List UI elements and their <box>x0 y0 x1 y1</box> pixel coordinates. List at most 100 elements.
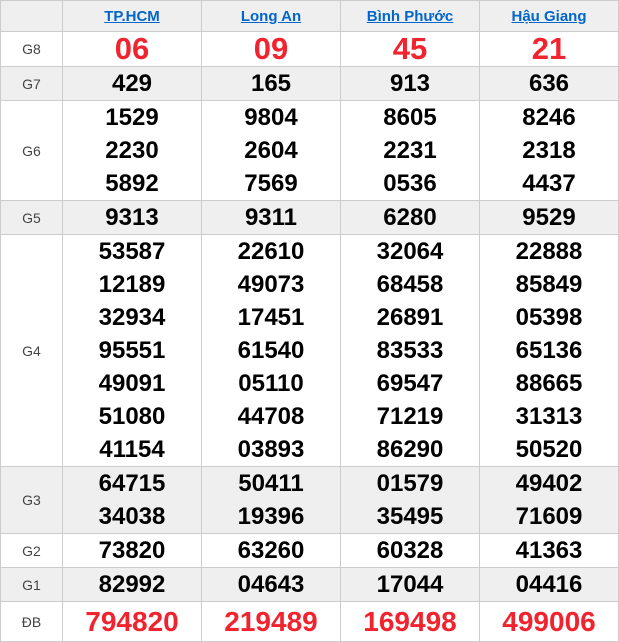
prize-cell: 913 <box>340 66 480 101</box>
prize-cell: 06 <box>62 31 202 67</box>
prize-number: 8605 <box>383 104 437 131</box>
province-link-longan[interactable]: Long An <box>240 7 302 25</box>
corner-cell <box>0 0 63 32</box>
prize-number: 73820 <box>98 537 166 564</box>
prize-row-g8: G8 06 09 45 21 <box>0 31 619 67</box>
prize-number: 9529 <box>522 204 576 231</box>
prize-cell: 32064 68458 26891 83533 69547 71219 86290 <box>340 234 480 467</box>
prize-number: 636 <box>528 70 570 97</box>
results-table-body: G8 06 09 45 21 G7 429 165 913 636 G6 1529 2230 5892 98… <box>0 31 619 642</box>
prize-label-g5: G5 <box>0 200 63 235</box>
prize-number: 49073 <box>237 271 305 298</box>
prize-cell: 21 <box>479 31 619 67</box>
prize-number: 22888 <box>515 238 583 265</box>
prize-number: 41154 <box>99 436 165 463</box>
prize-label-g3: G3 <box>0 466 63 534</box>
column-header-longan: Long An <box>201 0 341 32</box>
prize-number: 2604 <box>244 137 298 164</box>
prize-cell: 429 <box>62 66 202 101</box>
prize-cell: 49402 71609 <box>479 466 619 534</box>
prize-number: 83533 <box>376 337 444 364</box>
prize-number: 50411 <box>238 470 304 497</box>
prize-number: 1529 <box>105 104 159 131</box>
prize-cell: 794820 <box>62 601 202 642</box>
prize-number: 35495 <box>376 503 444 530</box>
province-link-binhphuoc[interactable]: Bình Phước <box>366 7 454 25</box>
prize-number: 2230 <box>105 137 159 164</box>
prize-row-g5: G5 9313 9311 6280 9529 <box>0 200 619 235</box>
prize-cell: 41363 <box>479 533 619 568</box>
prize-number: 68458 <box>376 271 444 298</box>
prize-label-g8: G8 <box>0 31 63 67</box>
prize-row-g6: G6 1529 2230 5892 9804 2604 7569 8605 2231 0536 82… <box>0 100 619 201</box>
prize-number: 17044 <box>376 571 444 598</box>
prize-cell: 636 <box>479 66 619 101</box>
province-link-haugiang[interactable]: Hậu Giang <box>511 7 587 25</box>
prize-number: 9313 <box>105 204 159 231</box>
prize-cell: 01579 35495 <box>340 466 480 534</box>
prize-number: 61540 <box>237 337 305 364</box>
prize-number: 6280 <box>383 204 437 231</box>
column-header-tphcm: TP.HCM <box>62 0 202 32</box>
prize-row-db: ĐB 794820 219489 169498 499006 <box>0 601 619 642</box>
prize-cell: 9804 2604 7569 <box>201 100 341 201</box>
prize-number: 71609 <box>515 503 583 530</box>
prize-cell: 9311 <box>201 200 341 235</box>
prize-number: 17451 <box>237 304 305 331</box>
prize-cell: 04416 <box>479 567 619 602</box>
prize-number: 82992 <box>98 571 166 598</box>
prize-cell: 82992 <box>62 567 202 602</box>
prize-cell: 64715 34038 <box>62 466 202 534</box>
prize-number: 71219 <box>376 403 444 430</box>
province-link-tphcm[interactable]: TP.HCM <box>104 7 160 25</box>
prize-number: 65136 <box>515 337 583 364</box>
header-row: TP.HCM Long An Bình Phước Hậu Giang <box>0 0 619 32</box>
prize-number: 9311 <box>244 204 298 231</box>
prize-cell: 8605 2231 0536 <box>340 100 480 201</box>
prize-number: 913 <box>389 70 431 97</box>
prize-number: 7569 <box>244 170 298 197</box>
prize-number: 499006 <box>502 606 596 637</box>
prize-cell: 499006 <box>479 601 619 642</box>
prize-row-g1: G1 82992 04643 17044 04416 <box>0 567 619 602</box>
prize-cell: 169498 <box>340 601 480 642</box>
prize-number: 03893 <box>237 436 305 463</box>
prize-number: 09 <box>253 31 289 66</box>
prize-number: 49402 <box>515 470 583 497</box>
prize-number: 22610 <box>237 238 305 265</box>
prize-number: 9804 <box>244 104 298 131</box>
prize-number: 169498 <box>363 606 457 637</box>
prize-number: 12189 <box>98 271 166 298</box>
prize-number: 794820 <box>85 606 179 637</box>
prize-number: 5892 <box>105 170 159 197</box>
prize-number: 19396 <box>237 503 305 530</box>
prize-number: 06 <box>114 31 150 66</box>
prize-number: 2318 <box>522 137 576 164</box>
prize-cell: 9529 <box>479 200 619 235</box>
column-header-binhphuoc: Bình Phước <box>340 0 480 32</box>
prize-number: 95551 <box>98 337 166 364</box>
prize-number: 05110 <box>238 370 304 397</box>
prize-row-g2: G2 73820 63260 60328 41363 <box>0 533 619 568</box>
prize-cell: 04643 <box>201 567 341 602</box>
prize-number: 01579 <box>376 470 444 497</box>
column-header-haugiang: Hậu Giang <box>479 0 619 32</box>
prize-cell: 22610 49073 17451 61540 05110 44708 03893 <box>201 234 341 467</box>
prize-cell: 17044 <box>340 567 480 602</box>
prize-number: 429 <box>111 70 153 97</box>
prize-label-g6: G6 <box>0 100 63 201</box>
prize-cell: 6280 <box>340 200 480 235</box>
prize-cell: 45 <box>340 31 480 67</box>
prize-number: 34038 <box>98 503 166 530</box>
prize-number: 165 <box>250 70 292 97</box>
prize-cell: 8246 2318 4437 <box>479 100 619 201</box>
results-table-header: TP.HCM Long An Bình Phước Hậu Giang <box>0 0 619 32</box>
prize-number: 05398 <box>515 304 583 331</box>
prize-row-g3: G3 64715 34038 50411 19396 01579 35495 49402 716… <box>0 466 619 534</box>
prize-label-g1: G1 <box>0 567 63 602</box>
prize-cell: 60328 <box>340 533 480 568</box>
prize-number: 69547 <box>376 370 444 397</box>
prize-cell: 50411 19396 <box>201 466 341 534</box>
prize-number: 2231 <box>383 137 437 164</box>
prize-cell: 9313 <box>62 200 202 235</box>
